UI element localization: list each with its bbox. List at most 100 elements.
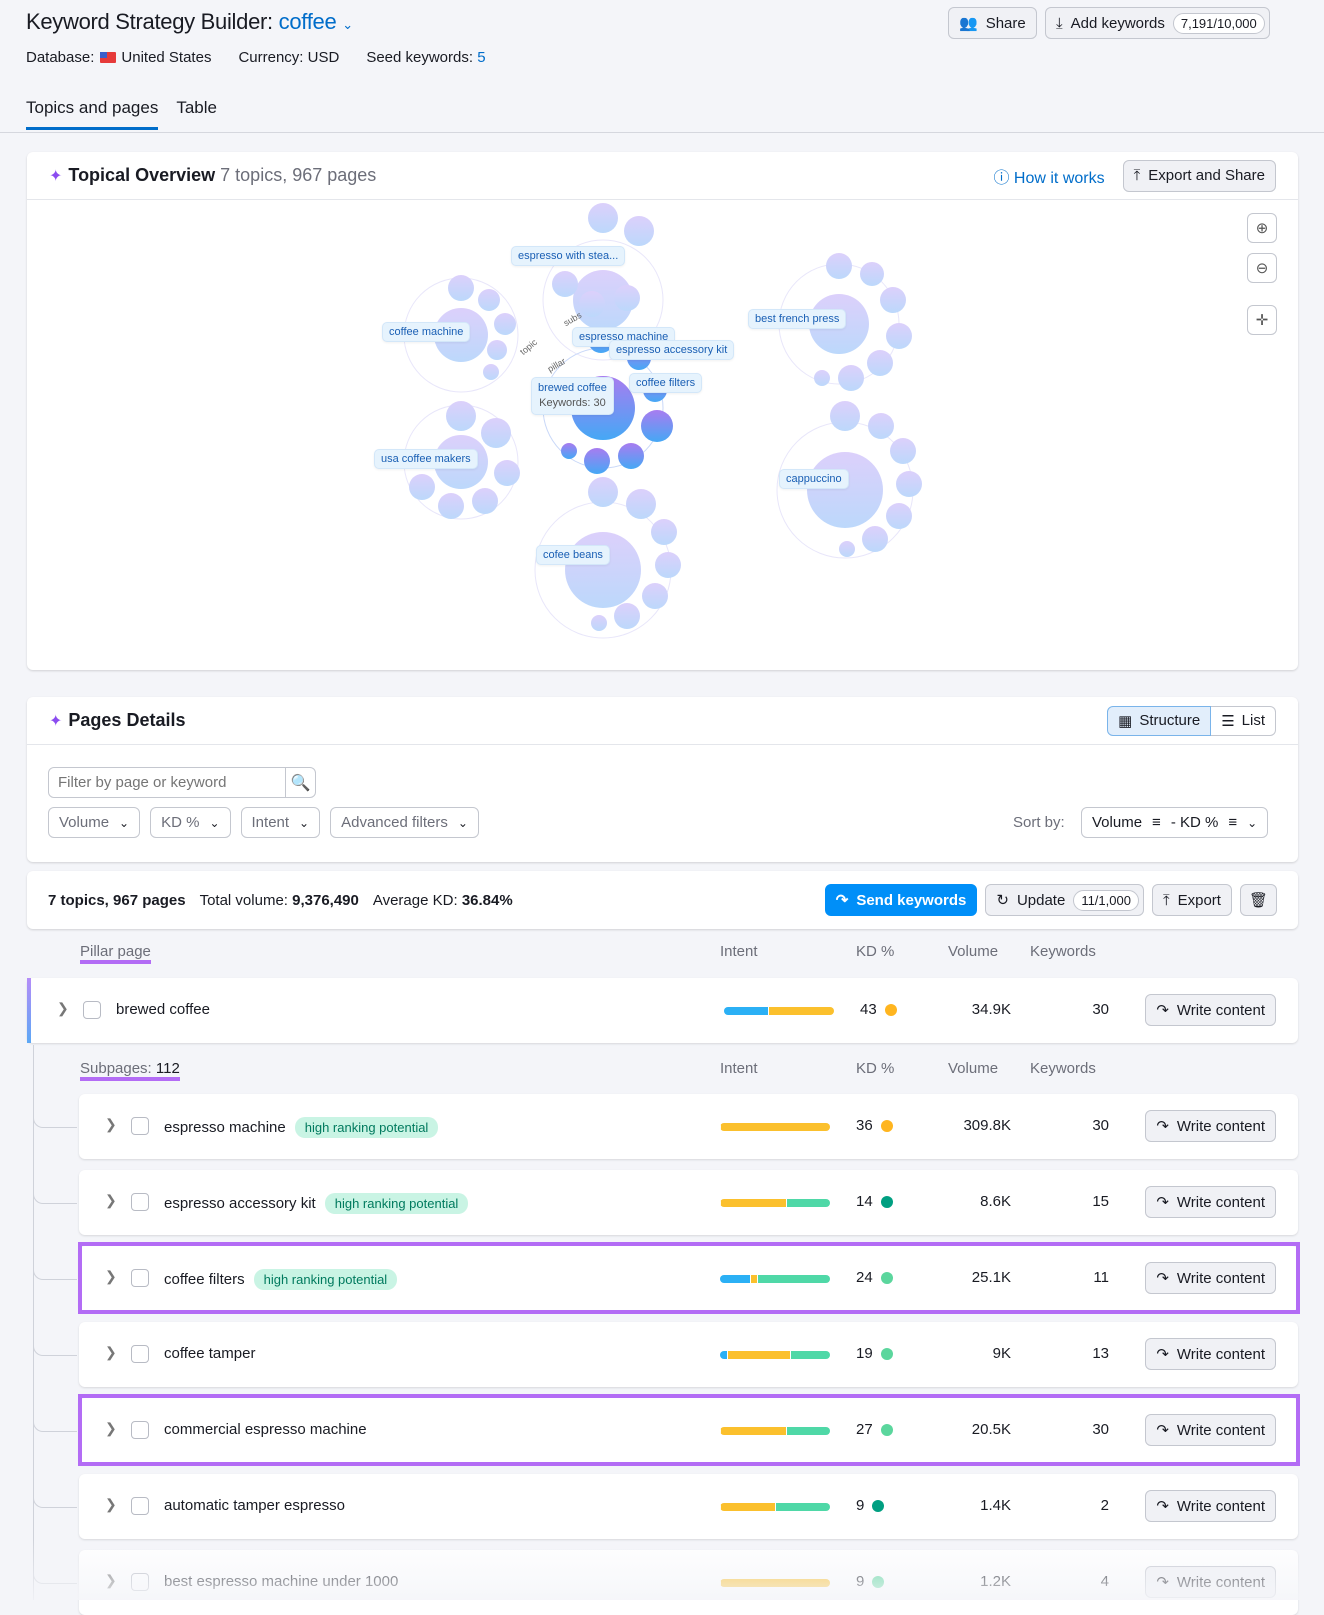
write-content-button[interactable]: ↷ Write content — [1145, 1262, 1276, 1294]
topic-label[interactable]: espresso with stea... — [511, 246, 626, 266]
subpage-bubble[interactable] — [618, 443, 644, 469]
add-keywords-button[interactable]: ⤓ Add keywords 7,191/10,000 — [1045, 7, 1270, 39]
seed-keywords-link[interactable]: 5 — [477, 49, 486, 66]
subpage-bubble[interactable] — [409, 474, 435, 500]
keywords-column-header[interactable]: Keywords — [1030, 943, 1096, 960]
filter-input[interactable] — [49, 768, 285, 797]
subpage-bubble[interactable] — [448, 275, 474, 301]
subpage-bubble[interactable] — [862, 526, 888, 552]
subpage-bubble[interactable] — [487, 340, 507, 360]
zoom-in-icon[interactable]: ⊕ — [1247, 213, 1277, 243]
subpage-bubble[interactable] — [642, 583, 668, 609]
expand-chevron-icon[interactable]: ❯ — [105, 1116, 117, 1132]
subpage-bubble[interactable] — [588, 477, 618, 507]
subpage-bubble[interactable] — [867, 350, 893, 376]
subpage-bubble[interactable] — [483, 364, 499, 380]
structure-view-toggle[interactable]: ▦ Structure — [1107, 705, 1212, 736]
topic-bubble[interactable] — [565, 532, 641, 608]
pillar-row[interactable]: ❯ brewed coffee 43 34.9K 30 ↷ Write conte… — [27, 978, 1298, 1043]
tab-table[interactable]: Table — [176, 98, 217, 117]
row-checkbox[interactable] — [131, 1421, 149, 1439]
row-checkbox[interactable] — [131, 1117, 149, 1135]
subpage-bubble[interactable] — [830, 401, 860, 431]
row-checkbox[interactable] — [131, 1345, 149, 1363]
subpage-bubble[interactable] — [838, 365, 864, 391]
subpage-bubble[interactable] — [890, 438, 916, 464]
sort-select[interactable]: Volume ≡ - KD % ≡ ⌄ — [1081, 807, 1269, 838]
subpage-bubble[interactable] — [614, 603, 640, 629]
delete-button[interactable]: 🗑 — [1239, 884, 1277, 916]
write-content-button[interactable]: ↷ Write content — [1145, 994, 1276, 1026]
send-keywords-button[interactable]: ↷ Send keywords — [824, 884, 978, 916]
search-icon[interactable]: 🔍 — [285, 768, 315, 797]
subpage-bubble[interactable] — [624, 216, 654, 246]
expand-chevron-icon[interactable]: ❯ — [105, 1420, 117, 1436]
write-content-button[interactable]: ↷ Write content — [1145, 1338, 1276, 1370]
topic-label[interactable]: usa coffee makers — [374, 449, 478, 469]
subpage-bubble[interactable] — [886, 503, 912, 529]
export-button[interactable]: ⤒ Export — [1151, 884, 1232, 916]
subpage-row[interactable]: ❯ espresso accessory kit high ranking pot… — [79, 1170, 1298, 1235]
subpage-bubble[interactable] — [584, 448, 610, 474]
kd-filter[interactable]: KD % ⌄ — [150, 807, 231, 838]
subpage-label[interactable]: coffee filters — [629, 373, 703, 393]
subpage-bubble[interactable] — [561, 443, 577, 459]
subpage-bubble[interactable] — [655, 552, 681, 578]
write-content-button[interactable]: ↷ Write content — [1145, 1490, 1276, 1522]
subpage-bubble[interactable] — [472, 488, 498, 514]
subpage-bubble[interactable] — [579, 291, 605, 317]
row-checkbox[interactable] — [131, 1497, 149, 1515]
subpage-row[interactable]: ❯ espresso machine high ranking potential… — [79, 1094, 1298, 1159]
topic-bubble[interactable] — [807, 452, 883, 528]
intent-filter[interactable]: Intent ⌄ — [240, 807, 321, 838]
keyword-selector[interactable]: coffee ⌄ — [278, 9, 353, 34]
tab-topics-and-pages[interactable]: Topics and pages — [26, 98, 159, 130]
how-it-works-link[interactable]: ⓘ How it works — [993, 169, 1105, 187]
recenter-icon[interactable]: ✛ — [1247, 305, 1277, 335]
write-content-button[interactable]: ↷ Write content — [1145, 1186, 1276, 1218]
write-content-button[interactable]: ↷ Write content — [1145, 1414, 1276, 1446]
subpage-row[interactable]: ❯ best espresso machine under 1000 9 1.2… — [79, 1550, 1298, 1615]
subpage-bubble[interactable] — [614, 285, 640, 311]
subpage-bubble[interactable] — [886, 323, 912, 349]
subpage-bubble[interactable] — [591, 615, 607, 631]
volume-column-header[interactable]: Volume — [948, 943, 999, 960]
subpage-bubble[interactable] — [868, 413, 894, 439]
update-button[interactable]: ↻ Update 11/1,000 — [985, 884, 1144, 916]
subpage-row[interactable]: ❯ coffee filters high ranking potential 2… — [79, 1246, 1298, 1311]
expand-chevron-icon[interactable]: ❯ — [105, 1496, 117, 1512]
subpage-bubble[interactable] — [880, 287, 906, 313]
topic-label[interactable]: coffee machine — [382, 322, 471, 342]
subpage-bubble[interactable] — [860, 262, 884, 286]
topic-label[interactable]: best french press — [748, 309, 847, 329]
subpage-bubble[interactable] — [826, 253, 852, 279]
share-button[interactable]: 👥 Share — [948, 7, 1037, 39]
subpage-label[interactable]: espresso accessory kit — [609, 340, 735, 360]
subpage-bubble[interactable] — [588, 203, 618, 233]
row-checkbox[interactable] — [131, 1193, 149, 1211]
topic-label[interactable]: cappuccino — [779, 469, 849, 489]
export-share-button[interactable]: ⤒ Export and Share — [1122, 159, 1276, 192]
expand-chevron-icon[interactable]: ❯ — [105, 1192, 117, 1208]
subpage-bubble[interactable] — [839, 541, 855, 557]
subpage-bubble[interactable] — [552, 271, 578, 297]
subpage-bubble[interactable] — [494, 460, 520, 486]
subpage-bubble[interactable] — [446, 401, 476, 431]
kd-column-header[interactable]: KD % — [856, 943, 895, 960]
row-checkbox[interactable] — [131, 1269, 149, 1287]
volume-filter[interactable]: Volume ⌄ — [48, 807, 141, 838]
write-content-button[interactable]: ↷ Write content — [1145, 1110, 1276, 1142]
topic-label[interactable]: cofee beans — [536, 545, 610, 565]
subpage-bubble[interactable] — [626, 489, 656, 519]
subpage-bubble[interactable] — [494, 313, 516, 335]
expand-chevron-icon[interactable]: ❯ — [105, 1344, 117, 1360]
subpage-row[interactable]: ❯ automatic tamper espresso 9 1.4K 2 ↷ Wr… — [79, 1474, 1298, 1539]
advanced-filters[interactable]: Advanced filters ⌄ — [330, 807, 479, 838]
expand-chevron-icon[interactable]: ❯ — [105, 1268, 117, 1284]
subpage-bubble[interactable] — [478, 289, 500, 311]
intent-column-header[interactable]: Intent — [720, 943, 758, 960]
subpage-bubble[interactable] — [481, 418, 511, 448]
subpage-row[interactable]: ❯ commercial espresso machine 27 20.5K 3… — [79, 1398, 1298, 1463]
expand-chevron-icon[interactable]: ❯ — [105, 1572, 117, 1588]
topic-bubble-map[interactable] — [27, 200, 1227, 670]
